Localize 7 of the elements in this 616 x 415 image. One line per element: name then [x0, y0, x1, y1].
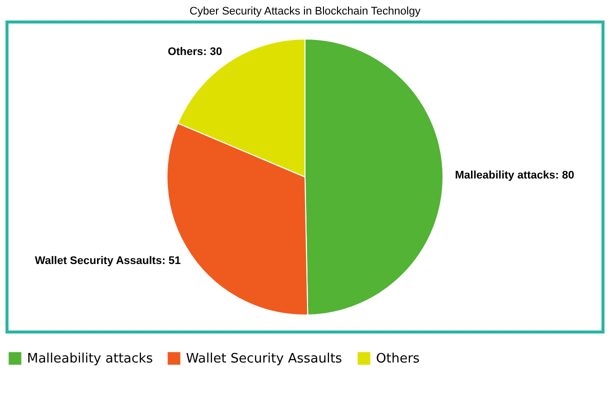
legend-label: Wallet Security Assaults	[186, 351, 342, 366]
legend-label: Malleability attacks	[27, 351, 154, 366]
data-label: Others: 30	[168, 46, 222, 58]
chart-title: Cyber Security Attacks in Blockchain Technolgy	[190, 6, 421, 18]
data-label: Wallet Security Assaults: 51	[34, 255, 181, 268]
legend-label: Others	[376, 351, 420, 366]
data-label: Malleability attacks: 80	[454, 170, 574, 182]
